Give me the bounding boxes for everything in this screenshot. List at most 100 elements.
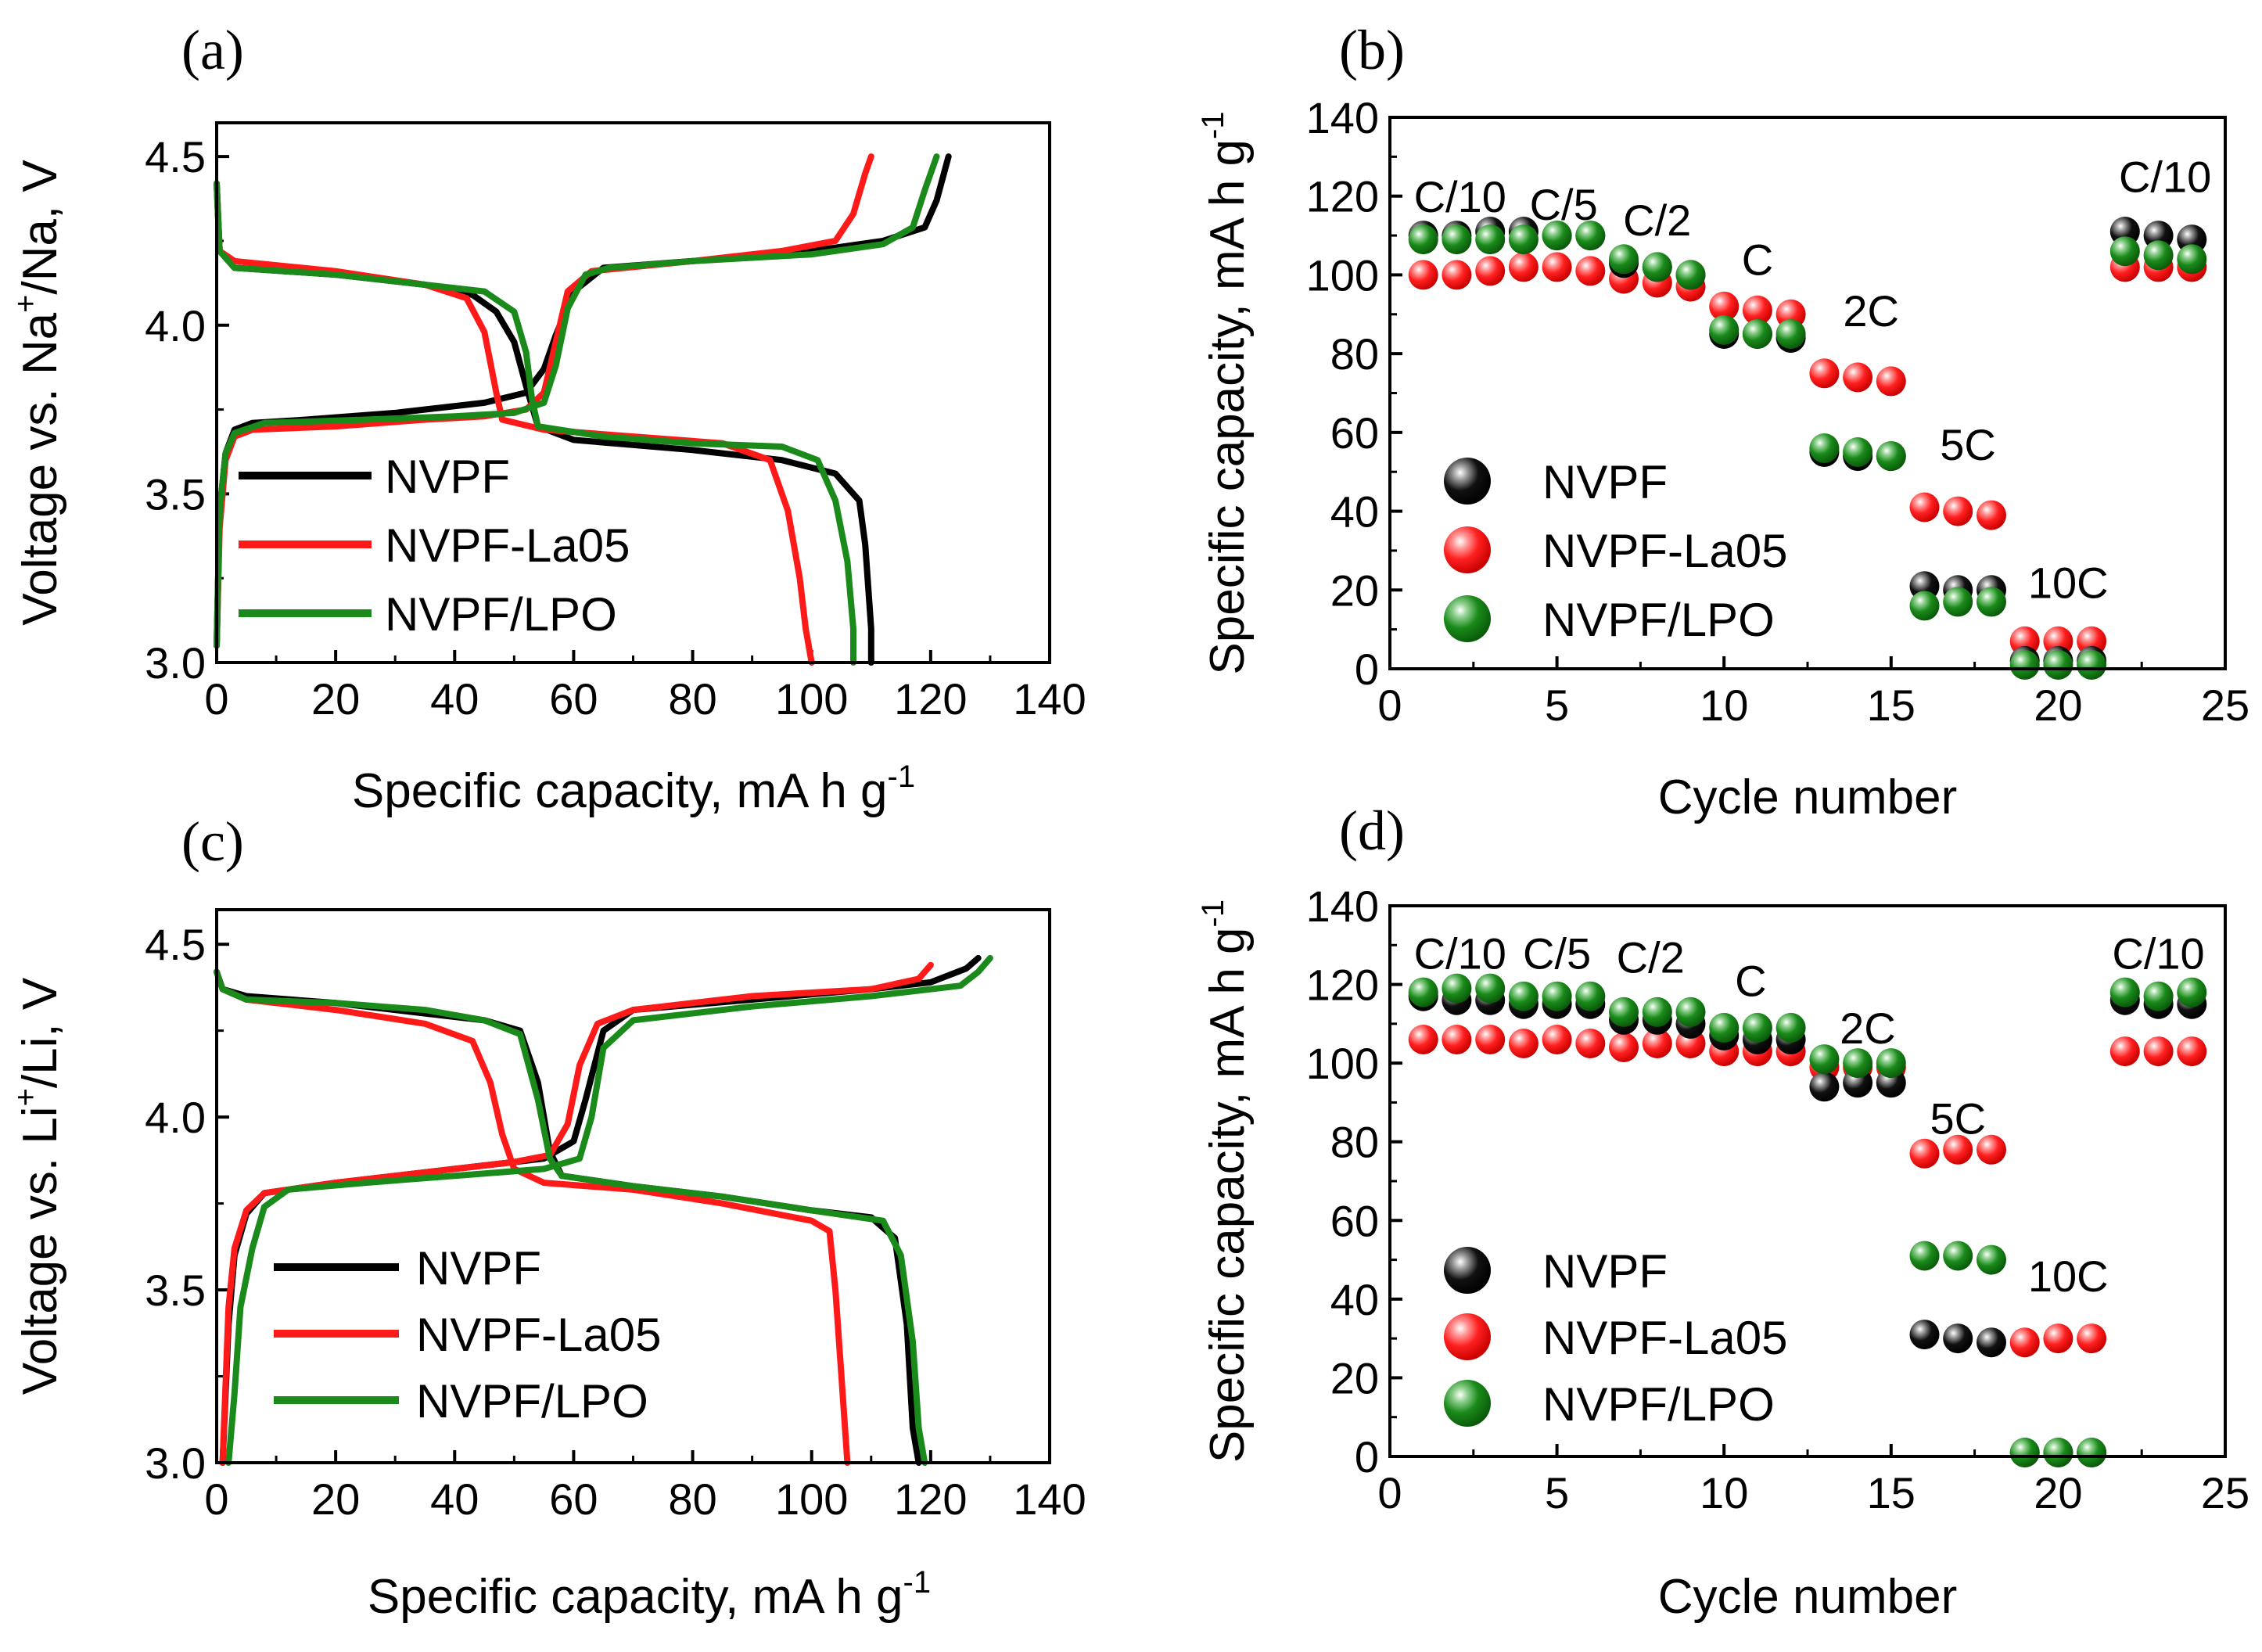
y-tick-label: 80 (1330, 329, 1379, 379)
data-point-nvpf-lpo (1742, 1012, 1772, 1043)
legend-label-nvpf-la05: NVPF-La05 (416, 1309, 661, 1361)
x-tick-label: 10 (1700, 1468, 1748, 1517)
legend-marker-nvpf-lpo (1444, 595, 1491, 642)
data-point-nvpf-la05 (2009, 1327, 2040, 1358)
x-axis-title-main: Cycle number (1658, 1570, 1957, 1624)
x-tick-label: 80 (668, 1474, 716, 1524)
x-tick-label: 20 (2034, 1468, 2082, 1517)
y-tick-label: 0 (1355, 645, 1379, 694)
data-point-nvpf-lpo (1977, 587, 2006, 617)
x-tick-label: 60 (549, 674, 598, 724)
y-tick-label: 20 (1330, 1353, 1379, 1402)
x-tick-label: 0 (204, 1474, 228, 1524)
data-point-nvpf-lpo (1843, 437, 1873, 467)
data-point-nvpf-la05 (1575, 256, 1606, 286)
data-point-nvpf-lpo (1575, 221, 1606, 251)
y-tick-label: 3.0 (145, 638, 206, 688)
y-axis-title-main: Specific capacity, mA h g (1201, 927, 1255, 1463)
series-line-nvpf-charge (214, 153, 952, 649)
data-point-nvpf-la05 (1909, 1138, 1940, 1169)
data-point-nvpf-la05 (1508, 1029, 1539, 1058)
panel-c-voltage-profile-lithium: (c) Voltage vs. Li+/Li, V Specific capac… (9, 810, 1086, 1624)
y-axis-title-sup: -1 (1196, 111, 1230, 139)
panel-b-series (1408, 217, 2207, 680)
data-point-nvpf-lpo (2043, 1438, 2074, 1467)
legend-label-nvpf-lpo: NVPF/LPO (1542, 1378, 1775, 1431)
data-point-nvpf-lpo (1475, 224, 1506, 255)
data-point-nvpf-la05 (1709, 291, 1740, 321)
panel-c-ticks: 0 20 40 60 80 100 120 140 3.0 3.5 4.0 4.5 (145, 920, 1086, 1524)
data-point-nvpf-lpo (2043, 650, 2074, 680)
y-axis-title-text: Specific capacity, mA h g-1 (1196, 111, 1255, 674)
legend-label-nvpf-la05: NVPF-La05 (1542, 525, 1787, 577)
y-tick-label: 3.5 (145, 469, 206, 519)
panel-a-voltage-profile-sodium: (a) Voltage vs. Na+/Na, V Specific capac… (9, 19, 1086, 818)
y-tick-label: 4.0 (145, 1093, 206, 1142)
series-line-nvpf-lpo-charge (225, 954, 993, 1466)
legend-label-nvpf-la05: NVPF-La05 (1542, 1312, 1787, 1364)
data-point-nvpf-lpo (1876, 1048, 1906, 1079)
rate-label: C/10 (2112, 928, 2204, 978)
data-point-nvpf-la05 (1742, 295, 1772, 325)
panel-d-label: (d) (1339, 799, 1405, 862)
panel-a-x-axis-title: Specific capacity, mA h g-1 (352, 760, 915, 818)
data-point-nvpf-lpo (1508, 981, 1539, 1011)
y-tick-label: 20 (1330, 566, 1379, 615)
x-axis-title-sup: -1 (903, 1565, 932, 1600)
y-axis-title-text: Voltage vs. Na+/Na, V (9, 160, 67, 626)
y-tick-label: 80 (1330, 1118, 1379, 1167)
y-tick-label: 100 (1306, 250, 1379, 300)
data-point-nvpf-la05 (1408, 260, 1438, 290)
y-tick-label: 40 (1330, 487, 1379, 537)
x-tick-label: 10 (1700, 681, 1748, 730)
data-point-nvpf-lpo (1843, 1048, 1873, 1079)
data-point-nvpf-la05 (1943, 496, 1973, 526)
y-tick-label: 120 (1306, 172, 1379, 221)
x-tick-label: 100 (775, 674, 848, 724)
y-axis-title-part: Voltage vs. Li (13, 1106, 67, 1395)
data-point-nvpf-lpo (1542, 981, 1572, 1011)
x-axis-title-text: Cycle number (1658, 770, 1957, 824)
legend-marker-nvpf (1444, 1247, 1491, 1294)
data-point-nvpf-la05 (1609, 1032, 1639, 1062)
y-tick-label: 4.0 (145, 301, 206, 350)
panel-b-y-axis-title: Specific capacity, mA h g-1 (1196, 111, 1255, 674)
x-tick-label: 140 (1013, 674, 1086, 724)
panel-c-label: (c) (181, 810, 244, 873)
data-point-nvpf (1909, 1320, 1940, 1350)
panel-c-y-axis-title: Voltage vs. Li+/Li, V (9, 977, 67, 1395)
y-axis-title-part: Voltage vs. Na (13, 312, 67, 625)
data-point-nvpf-lpo (1442, 973, 1472, 1004)
legend-label-nvpf: NVPF (416, 1242, 541, 1295)
rate-label: 10C (2028, 1252, 2109, 1301)
data-point-nvpf (1809, 1072, 1840, 1102)
x-tick-label: 120 (894, 674, 967, 724)
series-line-nvpf-lpo-discharge (214, 968, 928, 1466)
rate-label: C/2 (1617, 932, 1685, 982)
data-point-nvpf-lpo (1675, 260, 1706, 290)
rate-label: 5C (1940, 420, 1996, 469)
x-axis-title-text: Specific capacity, mA h g-1 (368, 1565, 931, 1624)
x-axis-title-sup: -1 (888, 760, 916, 794)
y-tick-label: 120 (1306, 961, 1379, 1010)
rate-label: C/2 (1623, 196, 1691, 245)
panel-d-x-axis-title: Cycle number (1658, 1570, 1957, 1624)
panel-a-legend: NVPF NVPF-La05 NVPF/LPO (239, 451, 630, 641)
panel-c-legend: NVPF NVPF-La05 NVPF/LPO (274, 1242, 661, 1428)
x-tick-label: 0 (204, 674, 228, 724)
x-tick-label: 5 (1545, 681, 1569, 730)
data-point-nvpf-lpo (1909, 1241, 1940, 1271)
y-tick-label: 140 (1306, 882, 1379, 931)
series-line-nvpf-lpo-discharge (214, 180, 856, 666)
data-point-nvpf-lpo (1876, 441, 1906, 472)
y-axis-title-sup: + (9, 1088, 43, 1106)
data-point-nvpf-lpo (1675, 997, 1706, 1027)
panel-c-plot-frame (215, 908, 1051, 1464)
y-tick-label: 100 (1306, 1039, 1379, 1088)
rate-label: C/10 (1414, 172, 1506, 221)
y-tick-label: 140 (1306, 93, 1379, 142)
data-point-nvpf-lpo (1977, 1244, 2006, 1275)
panel-d-legend: NVPF NVPF-La05 NVPF/LPO (1444, 1245, 1787, 1431)
x-axis-title-main: Specific capacity, mA h g (368, 1570, 903, 1624)
